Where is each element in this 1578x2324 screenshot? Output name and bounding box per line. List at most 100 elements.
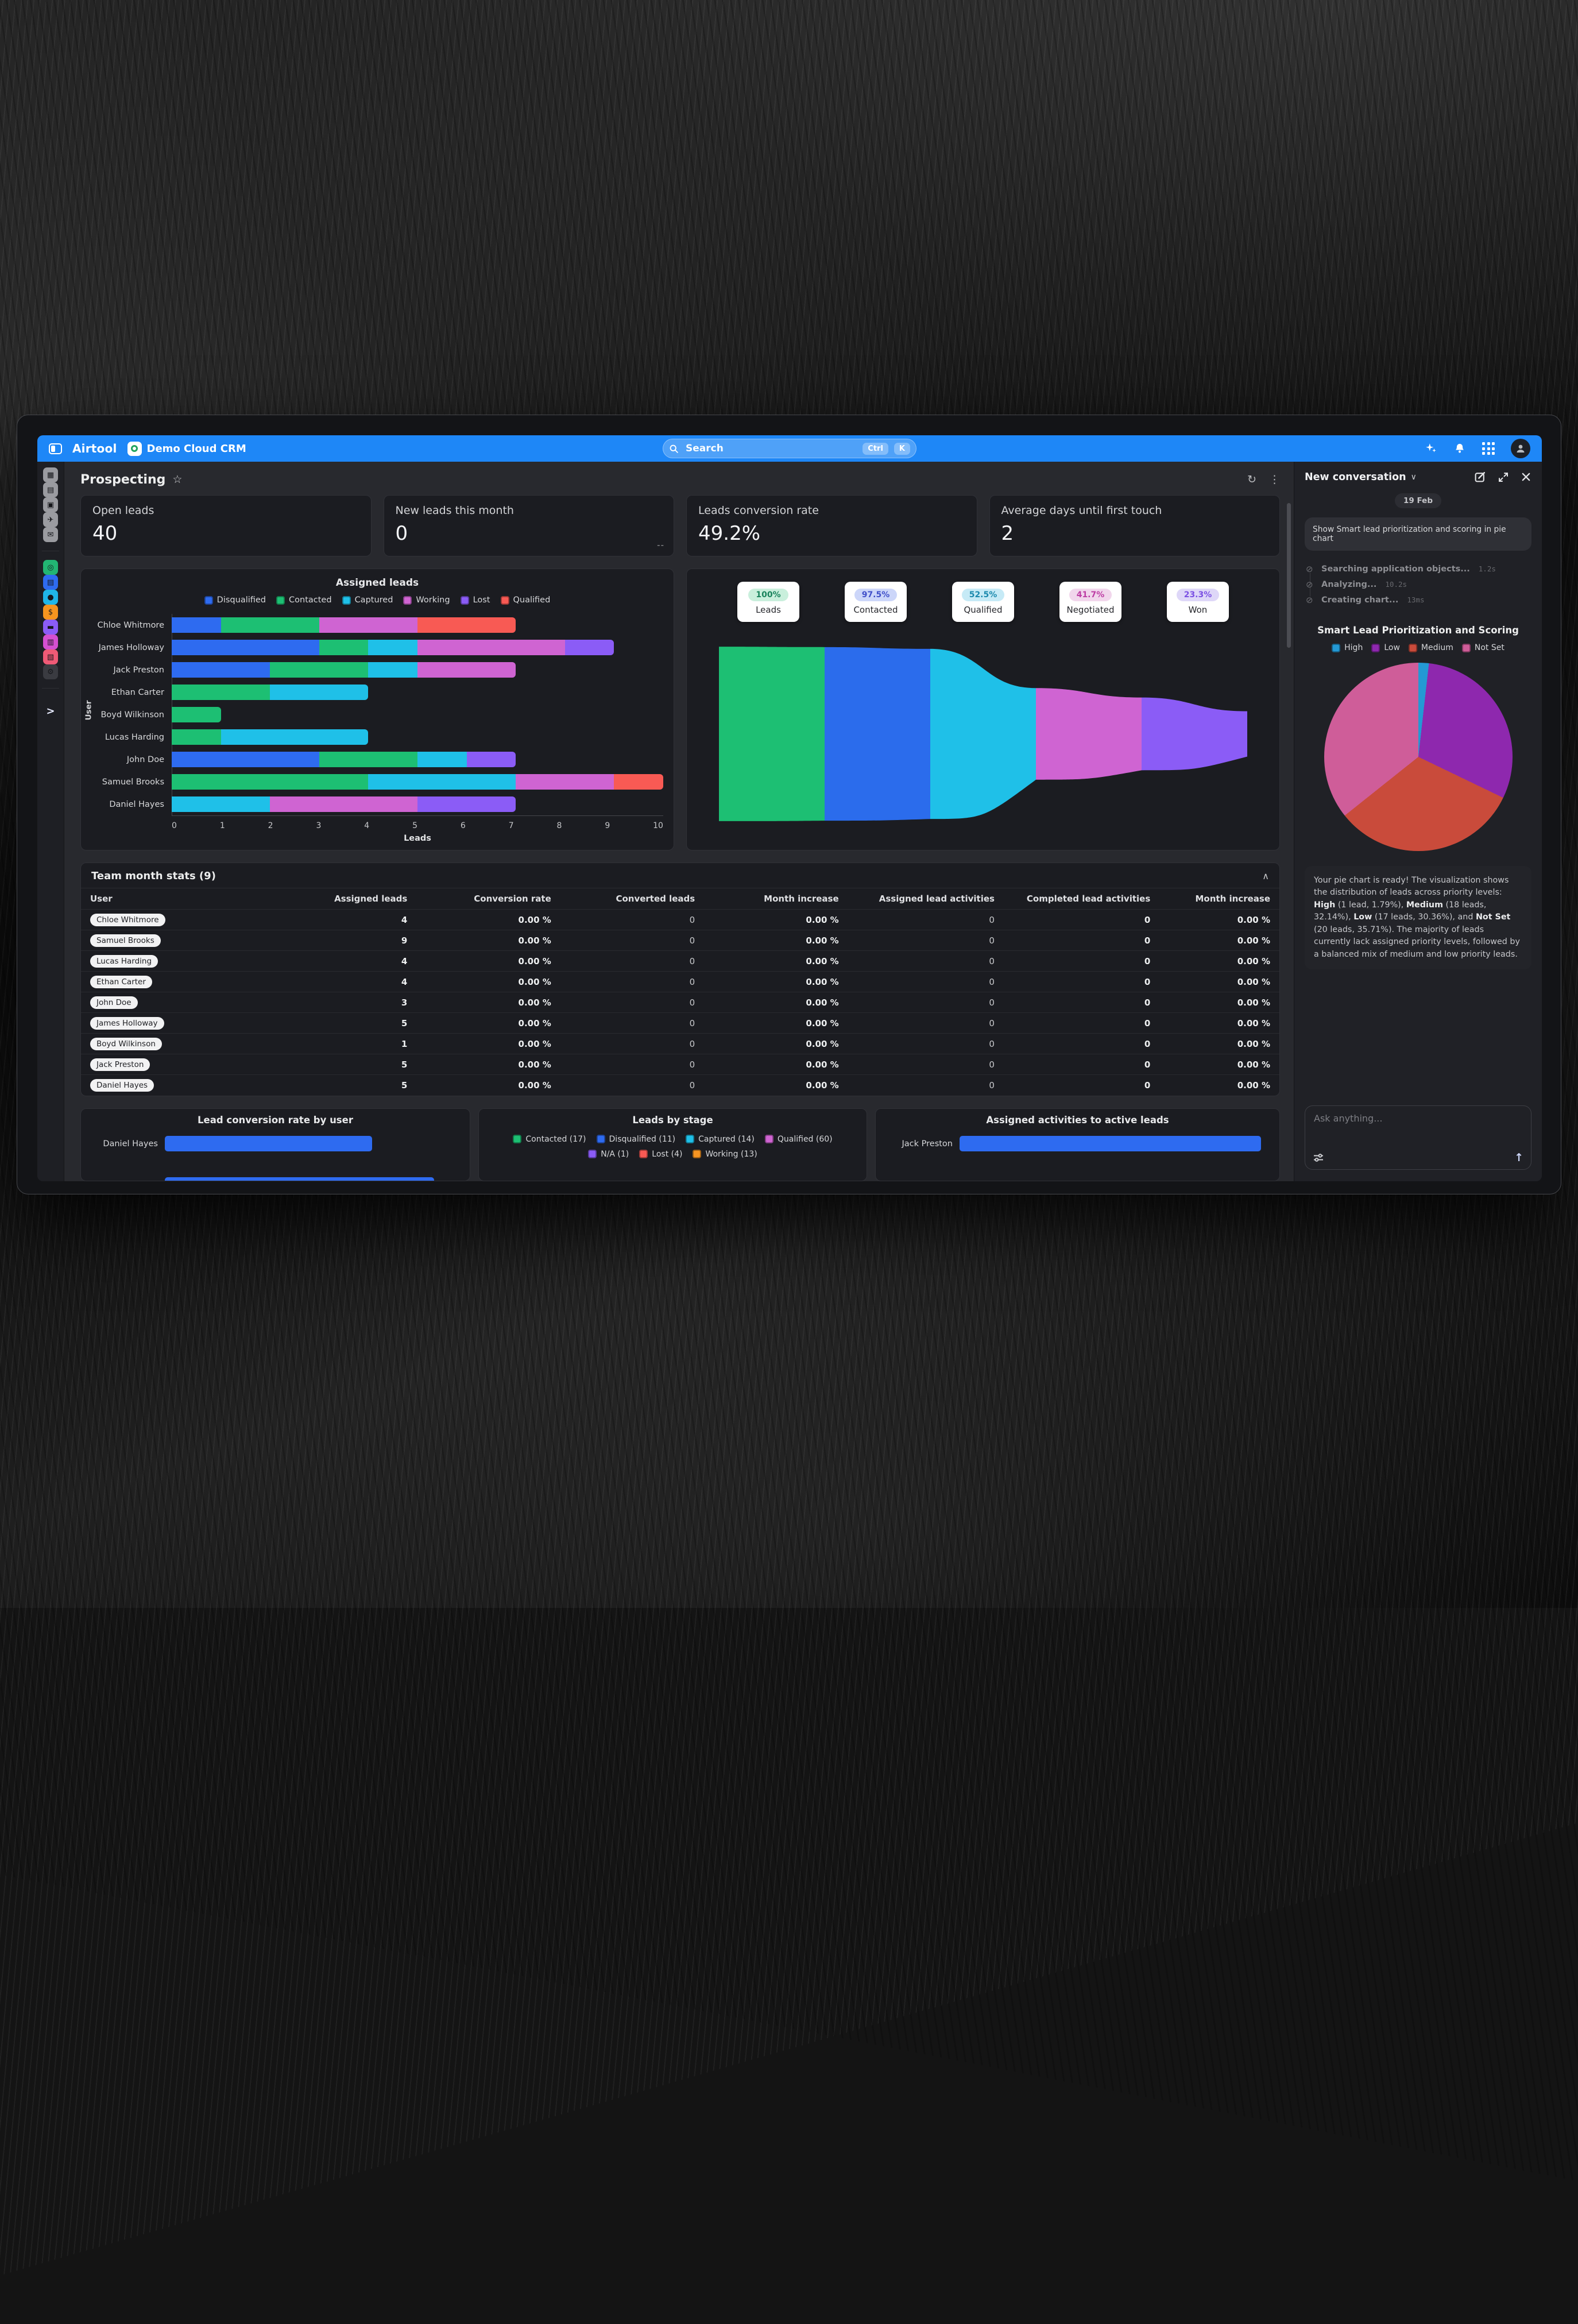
- value-cell: 0.00 %: [1159, 930, 1279, 951]
- column-header[interactable]: Assigned lead activities: [848, 888, 1004, 910]
- workspace-badge[interactable]: Demo Cloud CRM: [127, 442, 246, 456]
- close-icon[interactable]: [1521, 471, 1531, 482]
- chevron-down-icon[interactable]: ∨: [1411, 473, 1417, 482]
- user-chip[interactable]: Daniel Hayes: [90, 1079, 154, 1092]
- pie-legend-item-not-set[interactable]: Not Set: [1462, 643, 1504, 652]
- library-icon[interactable]: ▥: [43, 635, 58, 649]
- mail-icon[interactable]: ✉: [43, 527, 58, 542]
- company-icon[interactable]: ▤: [43, 575, 58, 590]
- user-chip[interactable]: Boyd Wilkinson: [90, 1038, 162, 1050]
- column-header[interactable]: User: [81, 888, 273, 910]
- stacked-bar-lucas-harding[interactable]: [172, 729, 663, 745]
- step-label: Analyzing...: [1321, 580, 1376, 589]
- mini-bar[interactable]: [165, 1136, 372, 1151]
- user-chip[interactable]: Ethan Carter: [90, 976, 152, 988]
- user-avatar[interactable]: [1511, 439, 1530, 458]
- user-chip[interactable]: James Holloway: [90, 1017, 164, 1030]
- legend-item-n-a-1-[interactable]: N/A (1): [588, 1150, 629, 1159]
- notes-icon[interactable]: ▤: [43, 482, 58, 497]
- x-tick: 0: [172, 821, 177, 830]
- stacked-bar-john-doe[interactable]: [172, 752, 663, 767]
- user-chip[interactable]: Lucas Harding: [90, 955, 158, 968]
- legend-item-contacted[interactable]: Contacted: [276, 595, 332, 605]
- dashboard-icon[interactable]: ▦: [43, 467, 58, 482]
- stacked-bar-ethan-carter[interactable]: [172, 685, 663, 700]
- column-header[interactable]: Conversion rate: [416, 888, 560, 910]
- chat-input-box[interactable]: ↑: [1305, 1105, 1531, 1170]
- pie-legend-item-medium[interactable]: Medium: [1409, 643, 1453, 652]
- legend-item-lost[interactable]: Lost: [461, 595, 490, 605]
- pie-legend-item-low[interactable]: Low: [1371, 643, 1400, 652]
- column-header[interactable]: Month increase: [1159, 888, 1279, 910]
- legend-item-disqualified-11-[interactable]: Disqualified (11): [597, 1135, 676, 1144]
- column-header[interactable]: Assigned leads: [273, 888, 416, 910]
- column-header[interactable]: Converted leads: [560, 888, 704, 910]
- stacked-bar-chloe-whitmore[interactable]: [172, 617, 663, 633]
- legend-item-captured[interactable]: Captured: [342, 595, 393, 605]
- deals-icon[interactable]: ◎: [43, 560, 58, 575]
- chat-input[interactable]: [1313, 1112, 1523, 1144]
- column-header[interactable]: Month increase: [704, 888, 848, 910]
- legend-item-disqualified[interactable]: Disqualified: [204, 595, 266, 605]
- kebab-menu-icon[interactable]: ⋮: [1269, 473, 1280, 486]
- funnel-stage-card-leads: 100%Leads: [737, 582, 799, 622]
- favorite-star-icon[interactable]: ☆: [172, 473, 182, 486]
- expand-icon[interactable]: [1498, 471, 1509, 483]
- compose-icon[interactable]: [1474, 471, 1486, 483]
- expand-rail-icon[interactable]: >: [46, 705, 55, 717]
- settings-icon[interactable]: ⚙: [43, 664, 58, 679]
- apps-grid-icon[interactable]: [1482, 442, 1495, 455]
- search-bar[interactable]: Ctrl K: [663, 439, 916, 458]
- legend-item-lost-4-[interactable]: Lost (4): [639, 1150, 682, 1159]
- finance-icon[interactable]: $: [43, 605, 58, 620]
- refresh-icon[interactable]: ↻: [1247, 473, 1256, 486]
- stacked-bar-james-holloway[interactable]: [172, 640, 663, 655]
- mini-bar[interactable]: [960, 1136, 1261, 1151]
- column-header[interactable]: Completed lead activities: [1004, 888, 1159, 910]
- stacked-bar-jack-preston[interactable]: [172, 662, 663, 678]
- options-sliders-icon[interactable]: [1313, 1152, 1324, 1163]
- mini-bar-row: Jack Preston: [885, 1132, 1270, 1156]
- send-icon[interactable]: ✈: [43, 512, 58, 527]
- legend-item-working[interactable]: Working: [403, 595, 450, 605]
- reports-icon[interactable]: ▧: [43, 649, 58, 664]
- send-arrow-icon[interactable]: ↑: [1514, 1151, 1523, 1164]
- stacked-bar-samuel-brooks[interactable]: [172, 774, 663, 790]
- legend-item-qualified-60-[interactable]: Qualified (60): [765, 1135, 833, 1144]
- mini-bar[interactable]: [165, 1177, 434, 1181]
- contacts-icon[interactable]: ●: [43, 590, 58, 605]
- legend-item-qualified[interactable]: Qualified: [501, 595, 551, 605]
- bell-icon[interactable]: [1453, 442, 1466, 455]
- sparkles-icon[interactable]: [1425, 442, 1437, 455]
- user-chip[interactable]: John Doe: [90, 996, 138, 1009]
- legend-item-working-13-[interactable]: Working (13): [693, 1150, 757, 1159]
- stacked-bar-daniel-hayes[interactable]: [172, 796, 663, 812]
- scrollbar-thumb[interactable]: [1287, 503, 1291, 648]
- legend-item-contacted-17-[interactable]: Contacted (17): [513, 1135, 586, 1144]
- user-chip[interactable]: Samuel Brooks: [90, 934, 161, 947]
- collapse-chevron-icon[interactable]: ∧: [1262, 871, 1269, 881]
- pie-legend-item-high[interactable]: High: [1332, 643, 1363, 652]
- stacked-bar-boyd-wilkinson[interactable]: [172, 707, 663, 722]
- legend-item-captured-14-[interactable]: Captured (14): [686, 1135, 755, 1144]
- bar-row: Boyd Wilkinson: [91, 703, 663, 726]
- user-chip[interactable]: Jack Preston: [90, 1058, 150, 1071]
- tasks-icon[interactable]: ▣: [43, 497, 58, 512]
- search-input[interactable]: [684, 442, 857, 455]
- user-chip[interactable]: Chloe Whitmore: [90, 914, 165, 926]
- legend-swatch: [461, 596, 469, 605]
- reply-text: (20 leads, 35.71%). The majority of lead…: [1314, 925, 1520, 959]
- value-cell: 4: [273, 951, 416, 972]
- sidebar-toggle-icon[interactable]: [49, 443, 62, 454]
- wallet-icon[interactable]: ▬: [43, 620, 58, 635]
- chat-panel: New conversation ∨: [1294, 462, 1542, 1181]
